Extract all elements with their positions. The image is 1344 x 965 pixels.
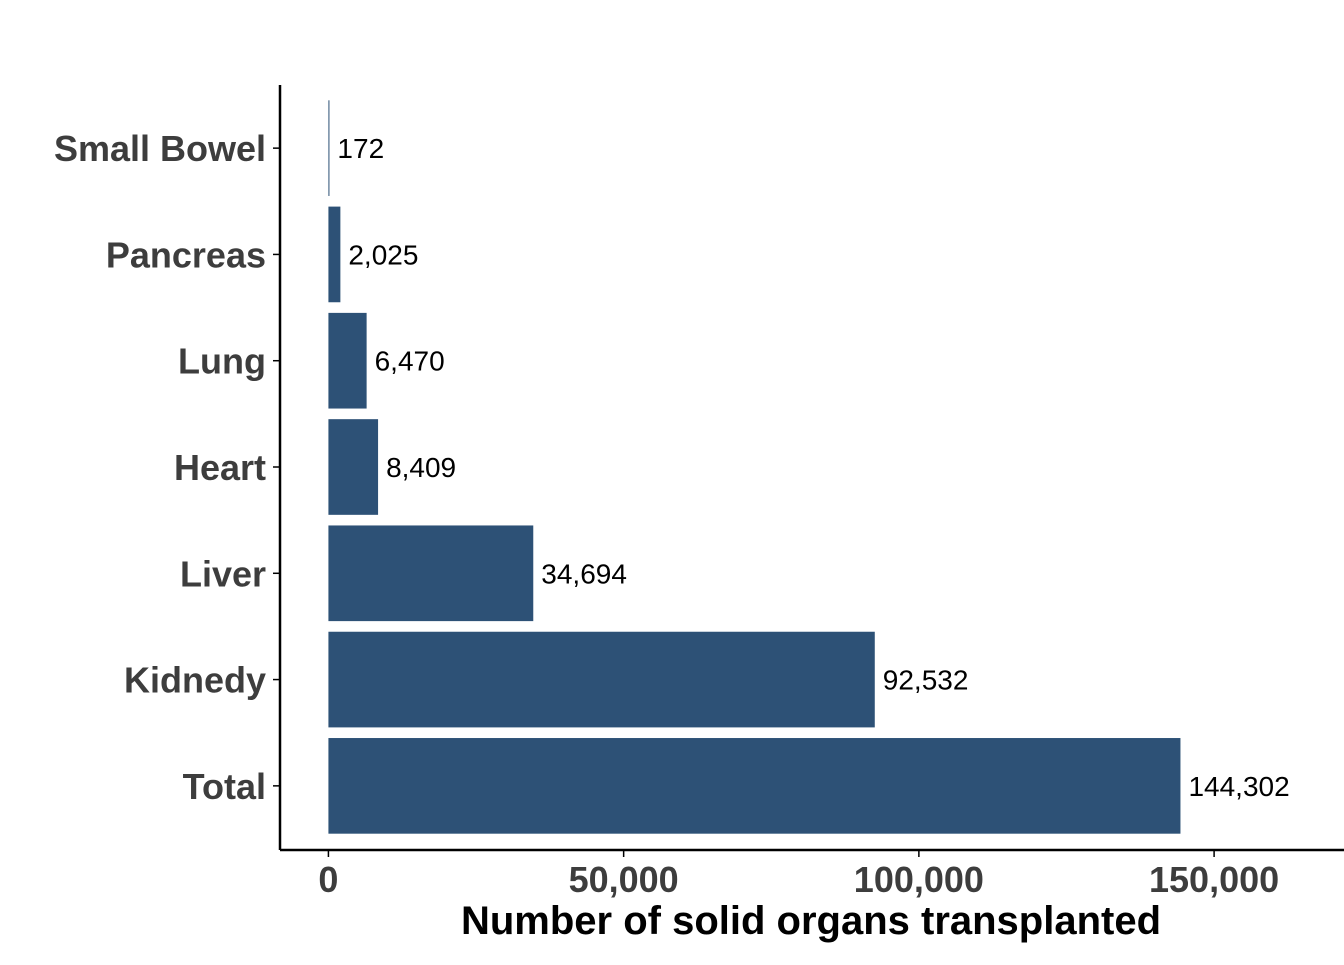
data-label-heart: 8,409 <box>386 452 456 483</box>
data-label-small-bowel: 172 <box>337 133 384 164</box>
bar-heart <box>328 419 379 515</box>
x-tick-label: 100,000 <box>854 859 984 900</box>
y-tick-label-small-bowel: Small Bowel <box>54 128 266 169</box>
y-tick-label-liver: Liver <box>180 553 266 594</box>
x-tick-label: 50,000 <box>569 859 679 900</box>
data-label-lung: 6,470 <box>375 346 445 377</box>
bar-small-bowel <box>328 100 330 196</box>
y-tick-label-heart: Heart <box>174 447 266 488</box>
x-axis: 0 50,000 100,000 150,000 <box>280 848 1344 900</box>
bar-liver <box>328 525 534 622</box>
x-tick-label: 0 <box>318 859 338 900</box>
data-label-kidnedy: 92,532 <box>883 665 969 696</box>
x-tick-label: 150,000 <box>1149 859 1279 900</box>
data-labels-layer: 144,302 92,532 34,694 8,409 6,470 2,025 172 <box>337 133 1289 802</box>
y-axis: Total Kidnedy Liver Heart Lung Pancreas Small … <box>54 85 282 850</box>
y-tick-label-kidnedy: Kidnedy <box>124 660 266 701</box>
data-label-total: 144,302 <box>1188 771 1289 802</box>
y-tick-label-lung: Lung <box>178 341 266 382</box>
data-label-liver: 34,694 <box>541 558 627 589</box>
bar-total <box>328 738 1181 834</box>
bar-kidnedy <box>328 631 875 728</box>
x-axis-title: Number of solid organs transplanted <box>461 899 1161 943</box>
bars-layer <box>328 100 1181 834</box>
bar-lung <box>328 312 367 409</box>
y-tick-label-pancreas: Pancreas <box>106 234 266 275</box>
data-label-pancreas: 2,025 <box>348 239 418 270</box>
y-tick-label-total: Total <box>183 766 266 807</box>
bar-pancreas <box>328 206 341 303</box>
